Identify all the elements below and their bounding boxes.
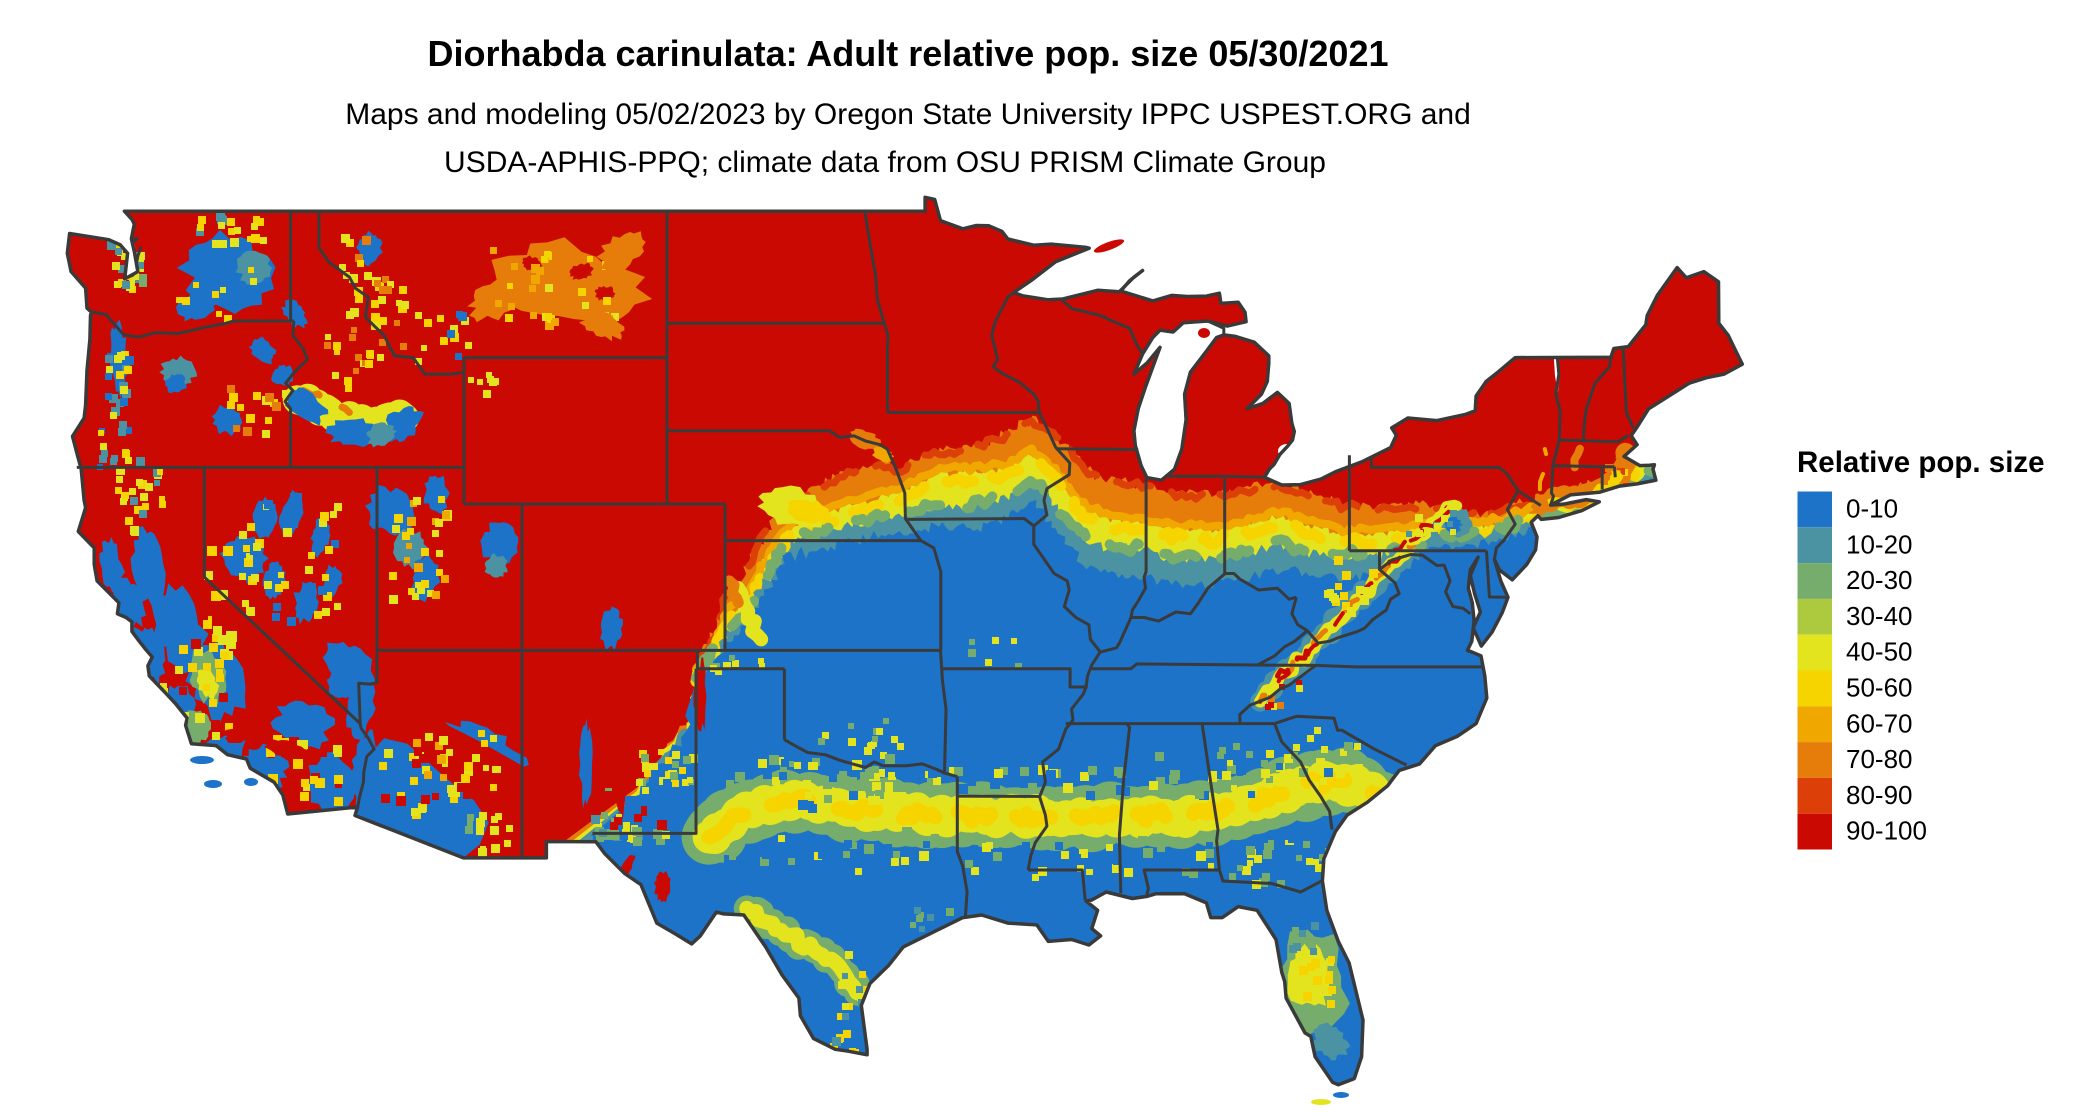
svg-text:50-60: 50-60 [1846, 673, 1913, 703]
svg-text:Diorhabda carinulata: Adult re: Diorhabda carinulata: Adult relative pop… [428, 33, 1389, 74]
svg-text:30-40: 30-40 [1846, 601, 1913, 631]
svg-text:Maps and modeling 05/02/2023 b: Maps and modeling 05/02/2023 by Oregon S… [345, 98, 1471, 131]
svg-text:80-90: 80-90 [1846, 780, 1913, 810]
svg-text:20-30: 20-30 [1846, 565, 1913, 595]
svg-text:40-50: 40-50 [1846, 637, 1913, 667]
svg-text:USDA-APHIS-PPQ; climate data f: USDA-APHIS-PPQ; climate data from OSU PR… [444, 146, 1326, 179]
svg-text:60-70: 60-70 [1846, 708, 1913, 738]
svg-text:90-100: 90-100 [1846, 816, 1927, 846]
svg-text:Relative pop. size: Relative pop. size [1797, 446, 2045, 479]
svg-text:70-80: 70-80 [1846, 744, 1913, 774]
svg-text:0-10: 0-10 [1846, 494, 1898, 524]
svg-text:10-20: 10-20 [1846, 529, 1913, 559]
